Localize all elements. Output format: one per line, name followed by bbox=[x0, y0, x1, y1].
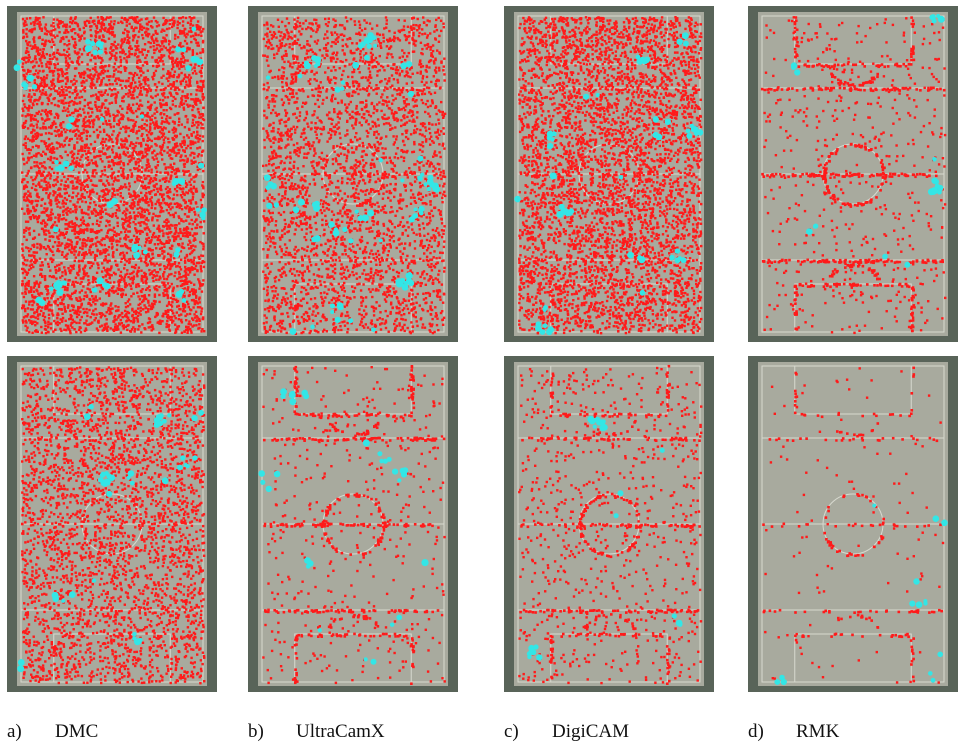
caption-dmc: a) DMC bbox=[7, 721, 98, 743]
outlier-points bbox=[17, 404, 205, 673]
field-image bbox=[504, 356, 714, 692]
outlier-points bbox=[258, 388, 429, 665]
tie-points bbox=[21, 16, 206, 335]
caption-label: DMC bbox=[55, 721, 98, 742]
caption-label: UltraCamX bbox=[296, 721, 385, 742]
caption-rmk: d) RMK bbox=[748, 721, 839, 743]
tie-points bbox=[760, 16, 947, 335]
outlier-points bbox=[774, 503, 948, 686]
outlier-points bbox=[514, 32, 704, 336]
tie-points bbox=[518, 364, 703, 685]
outlier-points bbox=[790, 13, 945, 268]
outlier-points bbox=[526, 415, 683, 661]
panel-dmc-bottom bbox=[7, 356, 217, 692]
outlier-points bbox=[13, 26, 207, 306]
tie-points bbox=[262, 365, 446, 685]
panel-ultracamx-top bbox=[248, 6, 458, 342]
tie-points bbox=[518, 16, 703, 335]
caption-label: RMK bbox=[796, 721, 839, 742]
panel-rmk-top bbox=[748, 6, 958, 342]
field-image bbox=[7, 356, 217, 692]
tie-points bbox=[262, 16, 447, 335]
caption-letter: a) bbox=[7, 721, 55, 743]
field-image bbox=[7, 6, 217, 342]
outlier-points bbox=[263, 32, 440, 335]
caption-ultracamx: b) UltraCamX bbox=[248, 721, 385, 743]
field-image bbox=[504, 6, 714, 342]
panel-digicam-bottom bbox=[504, 356, 714, 692]
field-image bbox=[748, 6, 958, 342]
panel-digicam-top bbox=[504, 6, 714, 342]
caption-digicam: c) DigiCAM bbox=[504, 721, 629, 743]
field-image bbox=[248, 356, 458, 692]
field-image bbox=[748, 356, 958, 692]
field-image bbox=[248, 6, 458, 342]
tie-points bbox=[21, 366, 206, 685]
panel-dmc-top bbox=[7, 6, 217, 342]
caption-label: DigiCAM bbox=[552, 721, 629, 742]
panel-rmk-bottom bbox=[748, 356, 958, 692]
caption-letter: b) bbox=[248, 721, 296, 743]
panel-ultracamx-bottom bbox=[248, 356, 458, 692]
caption-letter: c) bbox=[504, 721, 552, 743]
caption-letter: d) bbox=[748, 721, 796, 743]
tie-points bbox=[762, 366, 945, 684]
